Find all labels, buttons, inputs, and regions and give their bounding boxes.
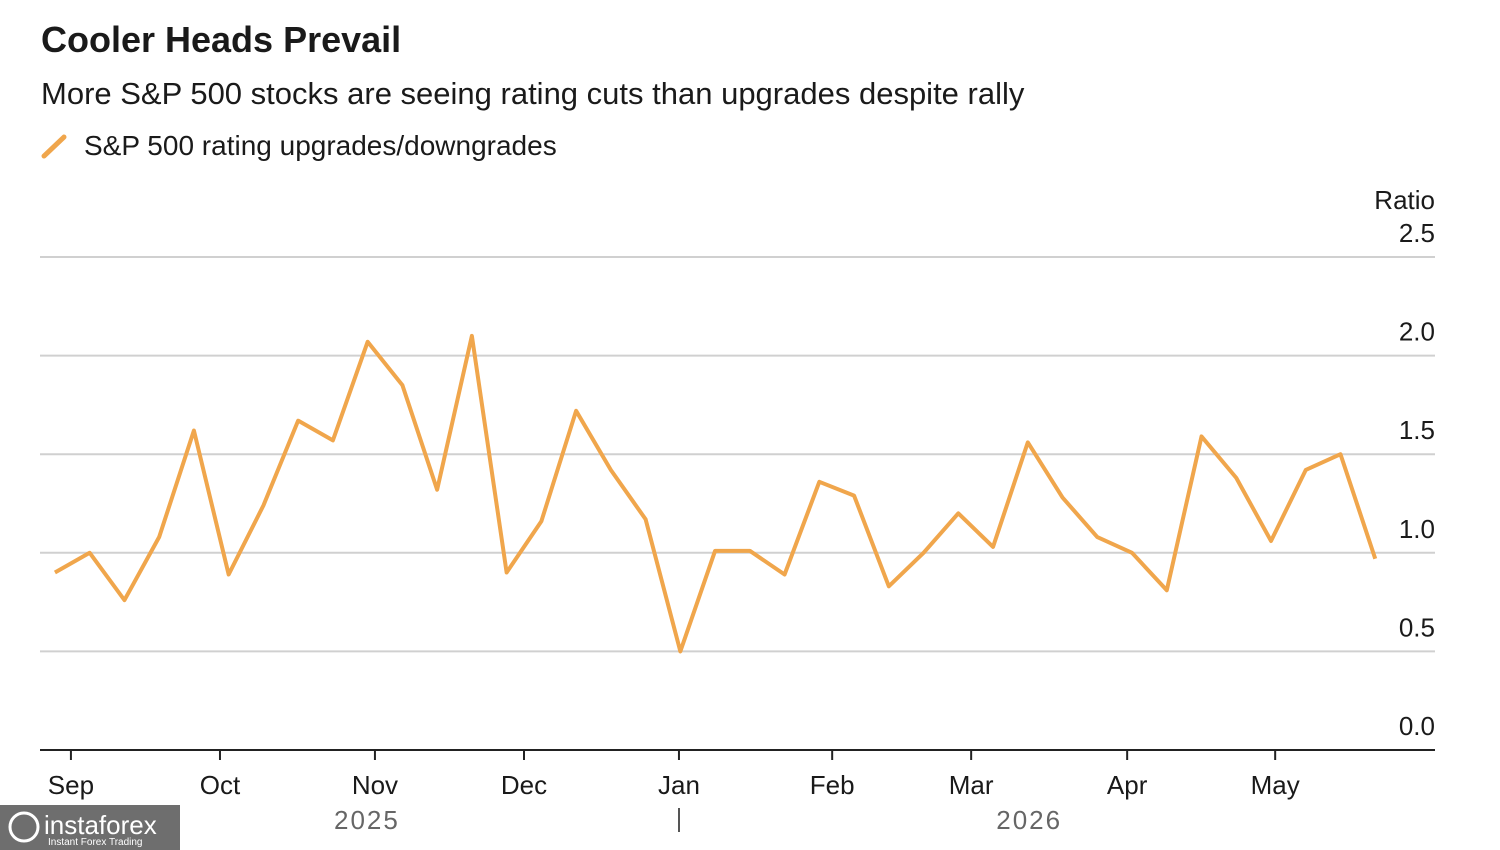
y-tick-label: 1.5 xyxy=(1399,415,1435,445)
y-tick-label: 2.0 xyxy=(1399,317,1435,347)
watermark-icon xyxy=(8,811,40,843)
y-tick-label: 0.5 xyxy=(1399,612,1435,642)
x-tick-label: Dec xyxy=(501,770,547,800)
x-tick-label: Apr xyxy=(1107,770,1148,800)
y-tick-label: 2.5 xyxy=(1399,218,1435,248)
x-tick-label: Feb xyxy=(810,770,855,800)
x-tick-label: Jan xyxy=(658,770,700,800)
y-tick-label: 1.0 xyxy=(1399,514,1435,544)
legend-swatch xyxy=(41,134,67,159)
chart-title: Cooler Heads Prevail xyxy=(41,19,401,60)
watermark-brand: instaforex xyxy=(44,810,157,840)
legend-label: S&P 500 rating upgrades/downgrades xyxy=(84,130,557,161)
x-tick-label: May xyxy=(1251,770,1300,800)
x-tick-label: Mar xyxy=(949,770,994,800)
line-series xyxy=(53,333,1378,654)
x-tick-label: Oct xyxy=(200,770,241,800)
y-tick-label: 0.0 xyxy=(1399,711,1435,741)
x-tick-label: Sep xyxy=(48,770,94,800)
watermark-tagline: Instant Forex Trading xyxy=(48,837,143,848)
x-tick-label: Nov xyxy=(352,770,398,800)
chart-subtitle: More S&P 500 stocks are seeing rating cu… xyxy=(41,76,1025,111)
watermark-bg xyxy=(0,805,180,850)
year-label: 2025 xyxy=(334,805,400,835)
year-label: 2026 xyxy=(996,805,1062,835)
watermark: instaforex Instant Forex Trading xyxy=(0,805,180,850)
y-axis-label: Ratio xyxy=(1374,185,1435,215)
